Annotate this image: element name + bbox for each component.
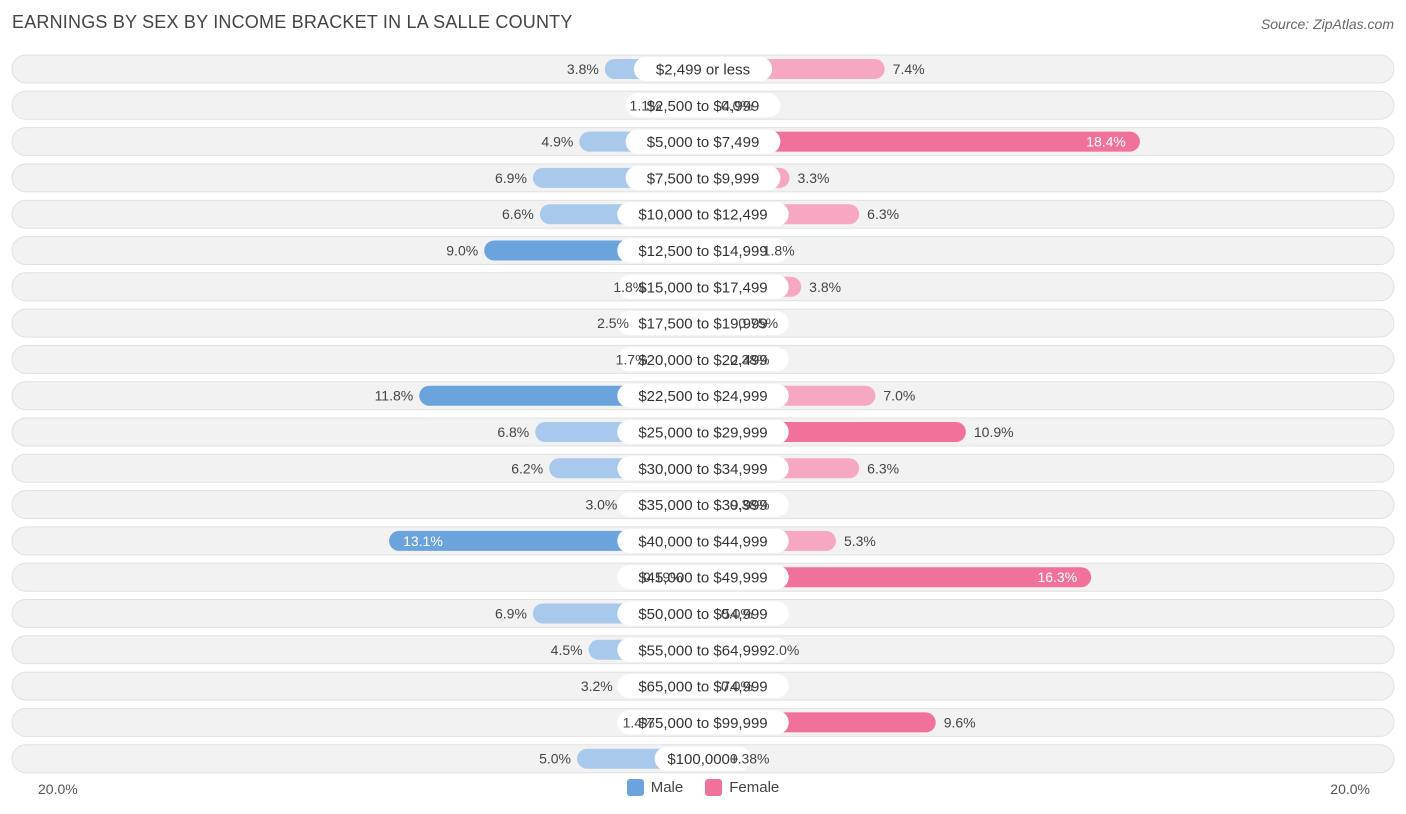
category-pill <box>617 238 789 263</box>
female-value-label: 0.38% <box>730 497 770 513</box>
category-pill <box>633 57 773 81</box>
legend-item-male[interactable]: Male <box>626 779 684 796</box>
male-value-label: 11.8% <box>375 388 414 404</box>
category-label: $65,000 to $74,999 <box>638 679 767 696</box>
female-value-label: 10.9% <box>974 424 1014 440</box>
category-label: $20,000 to $22,499 <box>638 352 767 369</box>
legend-female-label: Female <box>729 779 780 796</box>
legend-item-female[interactable]: Female <box>705 779 779 796</box>
category-pill <box>617 601 789 626</box>
source-label: Source: ZipAtlas.com <box>1260 16 1394 32</box>
female-value-label: 5.3% <box>844 533 876 549</box>
category-pill <box>617 528 789 553</box>
category-pill <box>617 565 789 590</box>
female-bar <box>703 567 1092 588</box>
male-value-label: 6.2% <box>511 460 543 476</box>
female-value-label: 0.38% <box>730 351 770 367</box>
axis-right-label: 20.0% <box>1330 781 1370 797</box>
category-pill <box>617 674 789 699</box>
male-swatch <box>626 779 644 796</box>
male-value-label: 3.8% <box>567 61 599 77</box>
category-label: $2,499 or less <box>656 62 750 79</box>
category-pill <box>617 347 789 372</box>
male-value-label: 3.2% <box>581 678 613 694</box>
male-value-label: 2.5% <box>597 315 629 331</box>
female-value-label: 1.8% <box>763 243 795 259</box>
male-value-label: 6.6% <box>502 206 534 222</box>
male-value-label: 6.9% <box>495 606 527 622</box>
category-label: $7,500 to $9,999 <box>647 170 760 187</box>
category-label: $50,000 to $54,999 <box>638 606 767 623</box>
female-value-label: 18.4% <box>1086 134 1126 150</box>
category-pill <box>617 420 789 444</box>
female-value-label: 0.75% <box>738 315 778 331</box>
female-value-label: 16.3% <box>1037 569 1077 585</box>
category-label: $22,500 to $24,999 <box>638 388 767 405</box>
male-value-label: 3.0% <box>585 497 617 513</box>
category-label: $25,000 to $29,999 <box>638 425 767 442</box>
female-value-label: 2.0% <box>767 642 799 658</box>
category-label: $17,500 to $19,999 <box>638 316 767 333</box>
male-value-label: 1.7% <box>616 351 648 367</box>
category-label: $55,000 to $64,999 <box>638 642 767 659</box>
male-value-label: 4.9% <box>541 134 573 150</box>
category-label: $10,000 to $12,499 <box>638 207 767 224</box>
legend: Male Female <box>0 779 1406 796</box>
male-value-label: 4.5% <box>551 642 583 658</box>
male-value-label: 1.1% <box>630 97 662 113</box>
axis-left-label: 20.0% <box>38 781 78 797</box>
category-pill <box>654 746 752 771</box>
male-value-label: 1.8% <box>613 279 645 295</box>
category-label: $35,000 to $39,999 <box>638 497 767 514</box>
category-pill <box>625 93 781 118</box>
category-label: $5,000 to $7,499 <box>647 134 760 151</box>
female-value-label: 3.8% <box>809 279 841 295</box>
female-value-label: 9.6% <box>944 714 976 730</box>
male-value-label: 6.9% <box>495 170 527 186</box>
category-label: $100,000+ <box>667 751 739 768</box>
female-value-label: 3.3% <box>798 170 830 186</box>
legend-male-label: Male <box>650 779 684 796</box>
male-value-label: 0.19% <box>643 569 683 585</box>
category-label: $30,000 to $34,999 <box>638 461 767 478</box>
category-label: $2,500 to $4,999 <box>647 98 760 115</box>
female-value-label: 0.38% <box>730 751 770 767</box>
category-pill <box>617 637 789 662</box>
female-value-label: 7.0% <box>883 388 915 404</box>
male-value-label: 9.0% <box>446 243 478 259</box>
male-value-label: 6.8% <box>497 424 529 440</box>
category-label: $15,000 to $17,499 <box>638 279 767 296</box>
category-label: $75,000 to $99,999 <box>638 715 767 732</box>
category-pill <box>617 311 789 336</box>
male-value-label: 1.4% <box>623 714 655 730</box>
category-pill <box>617 274 789 299</box>
female-value-label: 6.3% <box>867 206 899 222</box>
male-value-label: 5.0% <box>539 751 571 767</box>
female-value-label: 0.0% <box>721 97 753 113</box>
female-value-label: 7.4% <box>893 61 925 77</box>
category-pill <box>617 492 789 517</box>
female-value-label: 6.3% <box>867 460 899 476</box>
category-pill <box>625 129 781 154</box>
male-value-label: 13.1% <box>403 533 443 549</box>
category-pill <box>625 165 781 190</box>
female-bar <box>703 131 1140 152</box>
category-label: $12,500 to $14,999 <box>638 243 767 260</box>
female-value-label: 0.0% <box>721 678 753 694</box>
category-pill <box>617 383 789 408</box>
category-label: $45,000 to $49,999 <box>638 570 767 587</box>
female-swatch <box>705 779 723 796</box>
chart-title: EARNINGS BY SEX BY INCOME BRACKET IN LA … <box>12 12 573 32</box>
category-label: $40,000 to $44,999 <box>638 533 767 550</box>
female-value-label: 0.0% <box>721 606 753 622</box>
category-pill <box>617 202 789 227</box>
category-pill <box>617 456 789 481</box>
category-pill <box>617 710 789 735</box>
